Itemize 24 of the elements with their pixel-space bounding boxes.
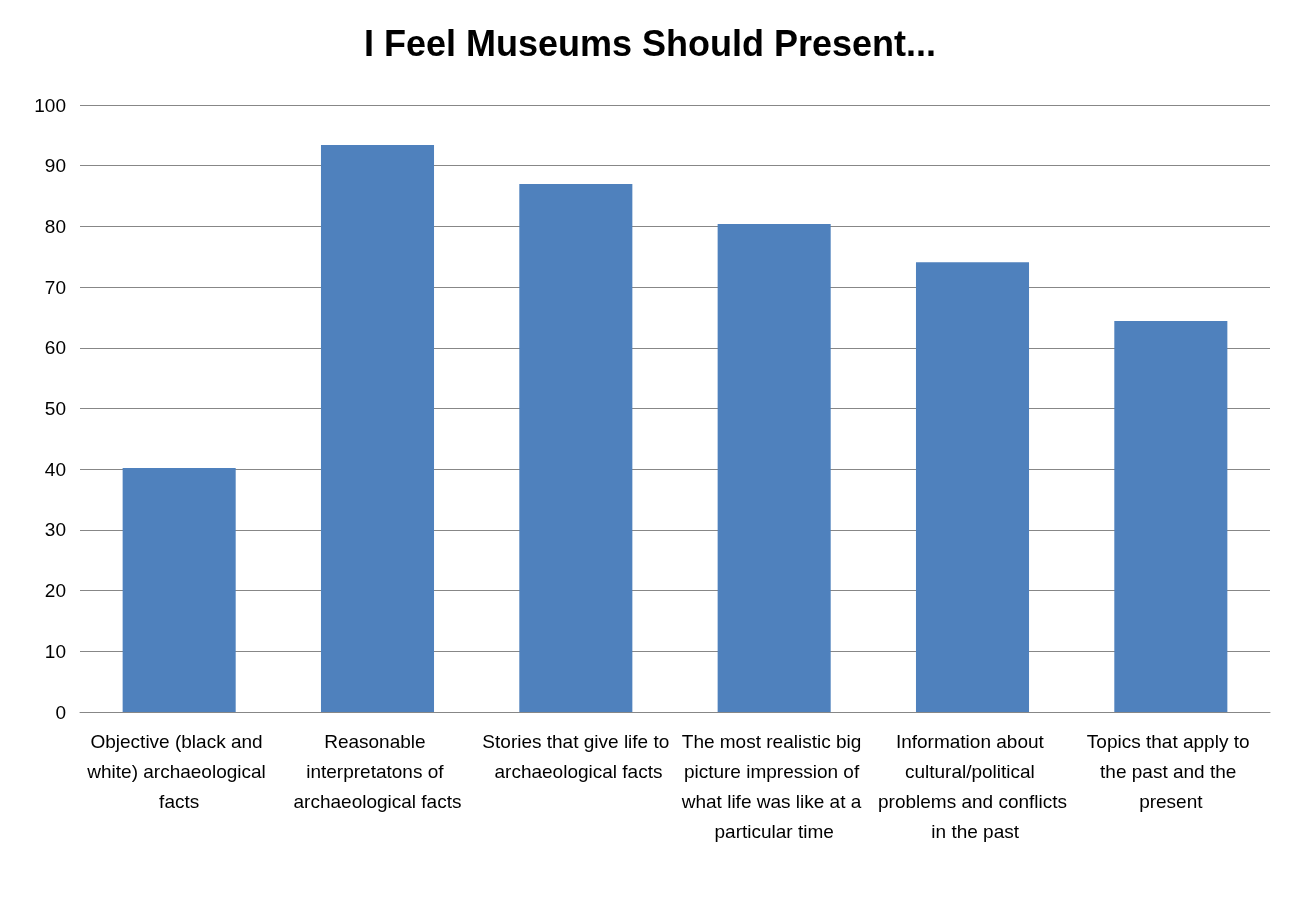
bar: [519, 183, 633, 712]
x-tick-label: Stories that give life to archaeological facts: [482, 730, 670, 782]
bar: [915, 262, 1030, 712]
y-tick-label: 60: [44, 337, 66, 359]
y-tick-label: 50: [44, 398, 66, 419]
x-tick-label: Topics that apply to the past and the present: [1086, 730, 1255, 812]
bar: [122, 467, 236, 712]
y-tick-label: 80: [44, 215, 66, 237]
chart-title: I Feel Museums Should Present...: [363, 22, 937, 64]
y-tick-label: 40: [44, 458, 66, 480]
x-tick-label: The most realistic big picture impression of what life was like at a particular time: [680, 730, 867, 842]
y-tick-label: 100: [34, 94, 66, 116]
y-tick-label: 70: [44, 276, 66, 298]
x-tick-label: Information about cultural/political problems and conflicts in the past: [877, 730, 1068, 842]
bar: [717, 223, 831, 712]
x-tick-label: Objective (black and white) archaeological facts: [86, 730, 272, 812]
bar: [320, 145, 435, 712]
y-tick-label: 0: [55, 701, 66, 723]
y-tick-label: 10: [44, 640, 66, 662]
y-tick-label: 20: [44, 580, 66, 602]
y-tick-label: 30: [44, 519, 66, 541]
x-tick-label: Reasonable interpretatons of archaeological facts: [293, 730, 462, 812]
y-tick-label: 90: [44, 155, 66, 177]
bar: [1114, 321, 1228, 712]
